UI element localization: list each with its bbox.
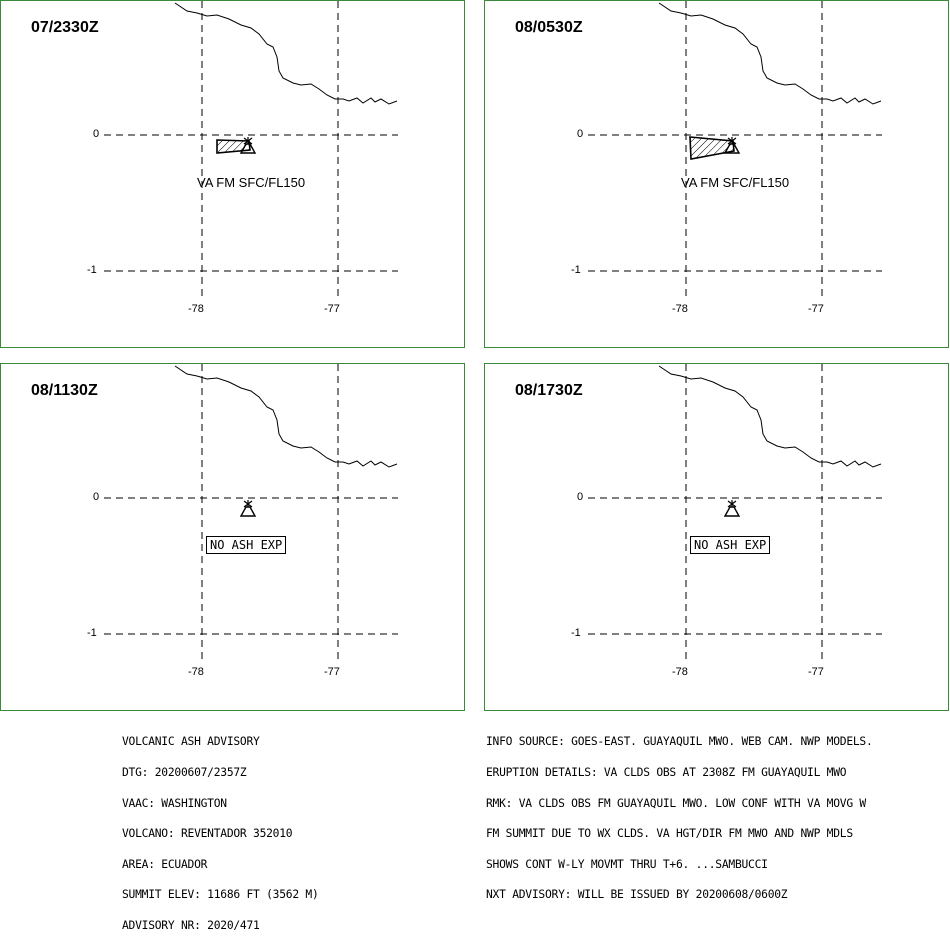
lon-tick-78: -78 bbox=[188, 303, 204, 315]
lon-tick-77: -77 bbox=[324, 666, 340, 678]
ash-height-label: VA FM SFC/FL150 bbox=[197, 175, 306, 190]
lat-tick-minus1: -1 bbox=[571, 264, 581, 276]
ash-height-label: VA FM SFC/FL150 bbox=[681, 175, 790, 190]
lon-tick-78: -78 bbox=[672, 666, 688, 678]
lat-tick-minus1: -1 bbox=[571, 627, 581, 639]
lon-tick-78: -78 bbox=[672, 303, 688, 315]
volcano-plume bbox=[243, 137, 253, 145]
volcano-symbol-icon bbox=[723, 500, 741, 517]
coastline-path bbox=[658, 365, 882, 468]
panel-time: 08/1130Z bbox=[31, 382, 98, 399]
info-line: FM SUMMIT DUE TO WX CLDS. VA HGT/DIR FM … bbox=[486, 827, 853, 841]
volcano-symbol-icon bbox=[723, 137, 741, 154]
coastline-path bbox=[658, 2, 882, 105]
lon-tick-78: -78 bbox=[188, 666, 204, 678]
lat-tick-0: 0 bbox=[577, 128, 584, 140]
advisory-line: DTG: 20200607/2357Z bbox=[122, 766, 247, 780]
lon-tick-77: -77 bbox=[808, 666, 824, 678]
advisory-line: AREA: ECUADOR bbox=[122, 857, 208, 871]
volcano-symbol-icon bbox=[239, 137, 257, 154]
advisory-line: ADVISORY NR: 2020/471 bbox=[122, 919, 260, 933]
advisory-line: VOLCANIC ASH ADVISORY bbox=[122, 735, 260, 749]
volcano-cone bbox=[239, 506, 257, 517]
panel-time: 08/0530Z bbox=[515, 19, 583, 36]
advisory-info-block: INFO SOURCE: GOES-EAST. GUAYAQUIL MWO. W… bbox=[486, 717, 873, 911]
map-canvas bbox=[104, 364, 398, 659]
coastline-path bbox=[174, 2, 398, 105]
advisory-line: VOLCANO: REVENTADOR 352010 bbox=[122, 827, 293, 841]
info-line: INFO SOURCE: GOES-EAST. GUAYAQUIL MWO. W… bbox=[486, 735, 873, 749]
volcano-plume bbox=[727, 500, 737, 508]
panel-time: 08/1730Z bbox=[515, 382, 583, 399]
lat-tick-0: 0 bbox=[93, 491, 100, 503]
advisory-line: VAAC: WASHINGTON bbox=[122, 796, 227, 810]
lat-tick-minus1: -1 bbox=[87, 627, 97, 639]
coastline-path bbox=[174, 365, 398, 468]
lat-tick-minus1: -1 bbox=[87, 264, 97, 276]
ash-cloud-polygon bbox=[216, 139, 251, 154]
forecast-panel-2: 08/0530Z 0 -1 -78 -77 VA FM SFC/FL150 bbox=[484, 0, 949, 348]
advisory-line: SUMMIT ELEV: 11686 FT (3562 M) bbox=[122, 888, 319, 902]
volcano-plume bbox=[727, 137, 737, 145]
lon-tick-77: -77 bbox=[808, 303, 824, 315]
map-canvas bbox=[588, 1, 882, 296]
advisory-header-block: VOLCANIC ASH ADVISORY DTG: 20200607/2357… bbox=[122, 717, 319, 941]
volcano-symbol-icon bbox=[239, 500, 257, 517]
panel-time: 07/2330Z bbox=[31, 19, 99, 36]
map-canvas bbox=[588, 364, 882, 659]
forecast-panel-3: 08/1130Z 0 -1 -78 -77 NO ASH EXP bbox=[0, 363, 465, 711]
forecast-panel-4: 08/1730Z 0 -1 -78 -77 NO ASH EXP bbox=[484, 363, 949, 711]
no-ash-expected-box: NO ASH EXP bbox=[690, 536, 771, 554]
lon-tick-77: -77 bbox=[324, 303, 340, 315]
info-line: SHOWS CONT W-LY MOVMT THRU T+6. ...SAMBU… bbox=[486, 857, 768, 871]
forecast-panel-1: 07/2330Z 0 -1 -78 -77 VA FM SFC/FL150 bbox=[0, 0, 465, 348]
no-ash-expected-box: NO ASH EXP bbox=[206, 536, 287, 554]
lat-tick-0: 0 bbox=[93, 128, 100, 140]
map-canvas bbox=[104, 1, 398, 296]
ash-cloud-polygon bbox=[689, 136, 735, 160]
volcano-cone bbox=[239, 143, 257, 154]
volcano-cone bbox=[723, 506, 741, 517]
info-line: ERUPTION DETAILS: VA CLDS OBS AT 2308Z F… bbox=[486, 766, 847, 780]
lat-tick-0: 0 bbox=[577, 491, 584, 503]
volcano-plume bbox=[243, 500, 253, 508]
volcano-cone bbox=[723, 143, 741, 154]
info-line: NXT ADVISORY: WILL BE ISSUED BY 20200608… bbox=[486, 888, 788, 902]
info-line: RMK: VA CLDS OBS FM GUAYAQUIL MWO. LOW C… bbox=[486, 796, 866, 810]
